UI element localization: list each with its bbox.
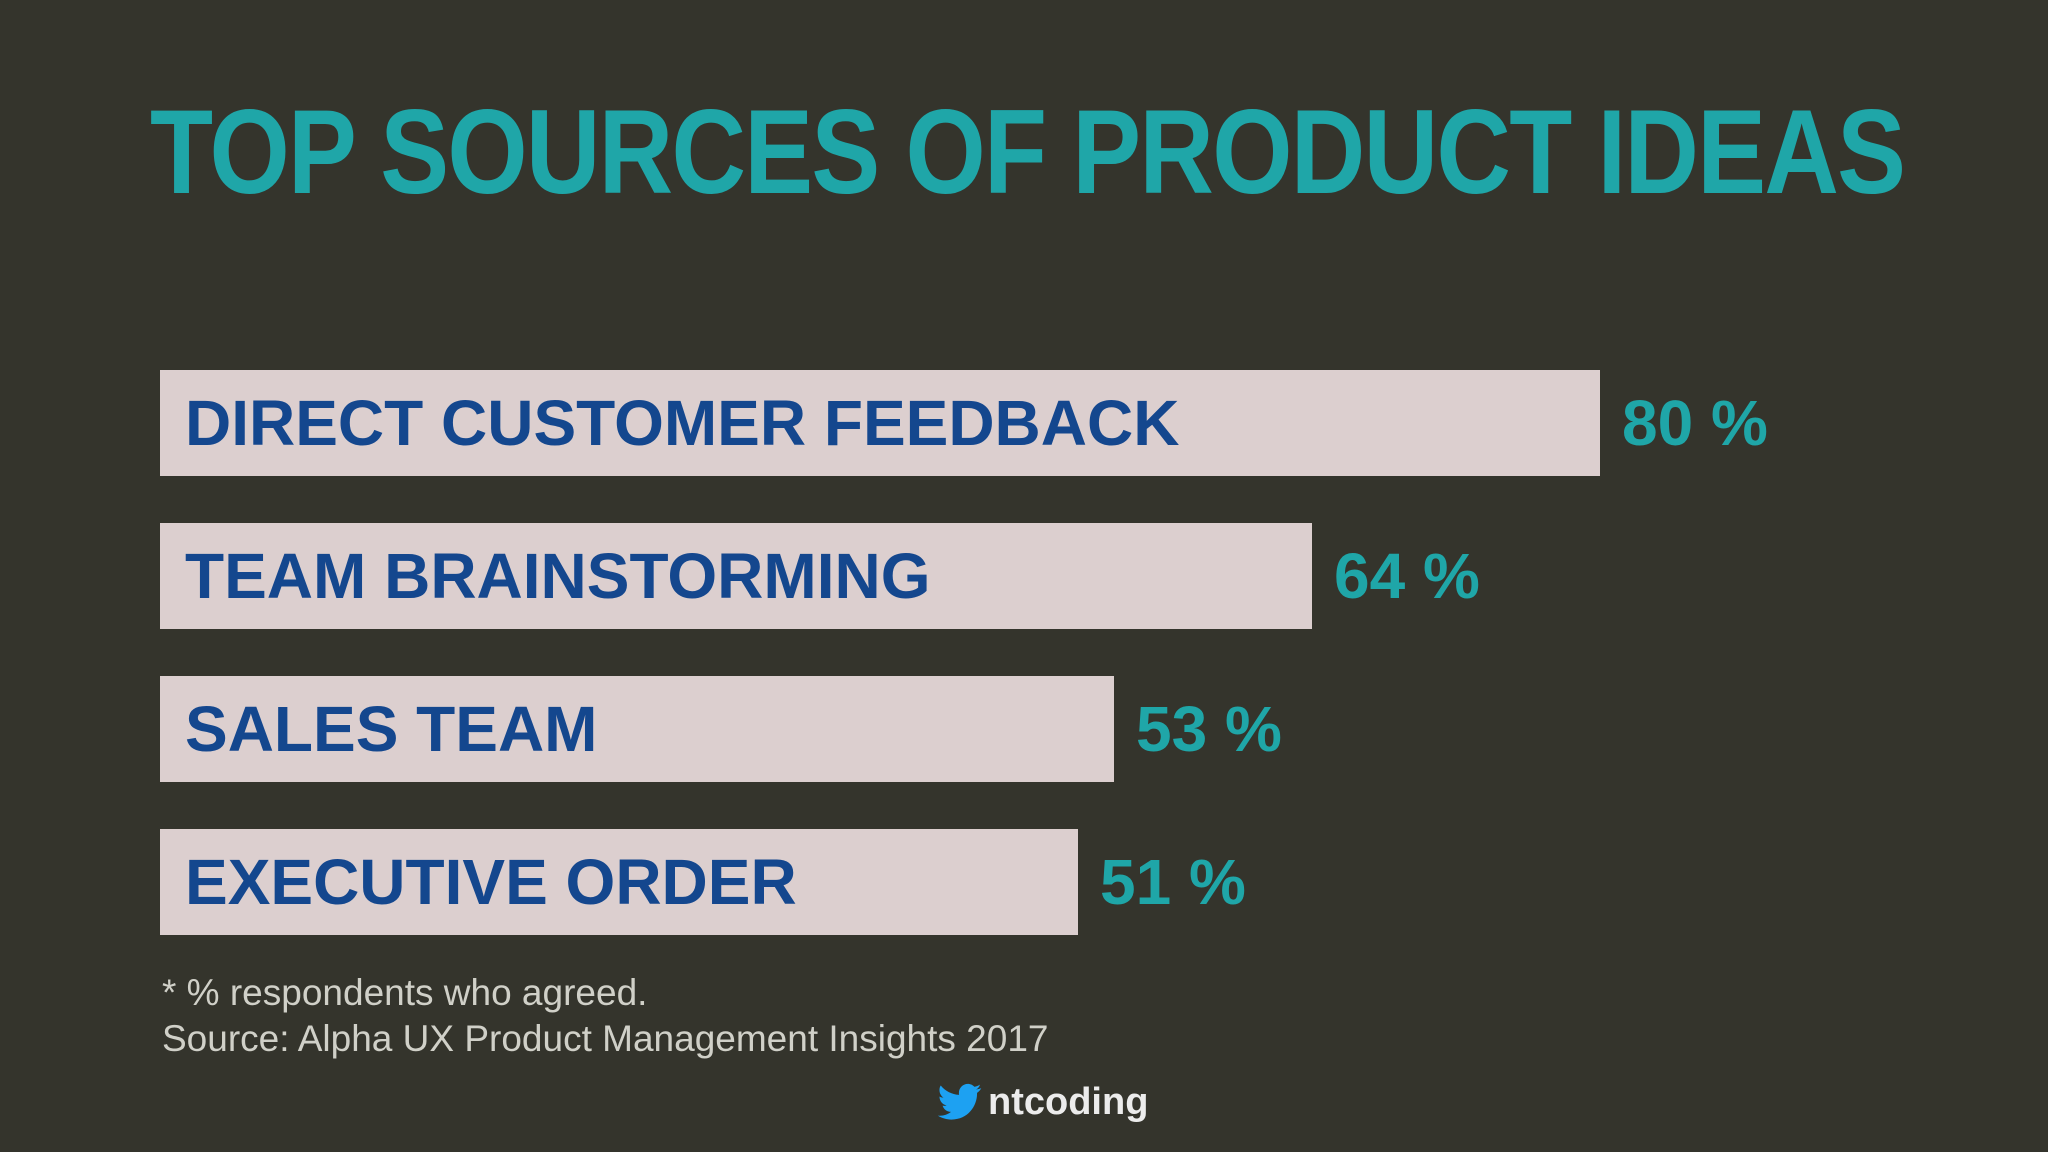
bar bbox=[160, 523, 1312, 629]
bar-category-label: TEAM BRAINSTORMING bbox=[185, 540, 931, 612]
bar bbox=[160, 676, 1114, 782]
chart-title: TOP SOURCES OF PRODUCT IDEAS bbox=[150, 85, 1906, 219]
bar-value-label: 53 % bbox=[1136, 693, 1282, 765]
bar-value-label: 80 % bbox=[1622, 387, 1768, 459]
bar bbox=[160, 829, 1078, 935]
bar-category-label: SALES TEAM bbox=[185, 693, 598, 765]
bar-category-label: EXECUTIVE ORDER bbox=[185, 846, 797, 918]
footnote: * % respondents who agreed. bbox=[162, 972, 648, 1013]
bar-category-label: DIRECT CUSTOMER FEEDBACK bbox=[185, 387, 1180, 459]
bar-value-label: 51 % bbox=[1100, 846, 1246, 918]
twitter-bird-icon bbox=[938, 1083, 982, 1121]
bar-value-label: 64 % bbox=[1334, 540, 1480, 612]
twitter-handle[interactable]: ntcoding bbox=[938, 1080, 1148, 1124]
bar bbox=[160, 370, 1600, 476]
handle-text: ntcoding bbox=[988, 1080, 1149, 1123]
source-note: Source: Alpha UX Product Management Insi… bbox=[162, 1018, 1049, 1059]
